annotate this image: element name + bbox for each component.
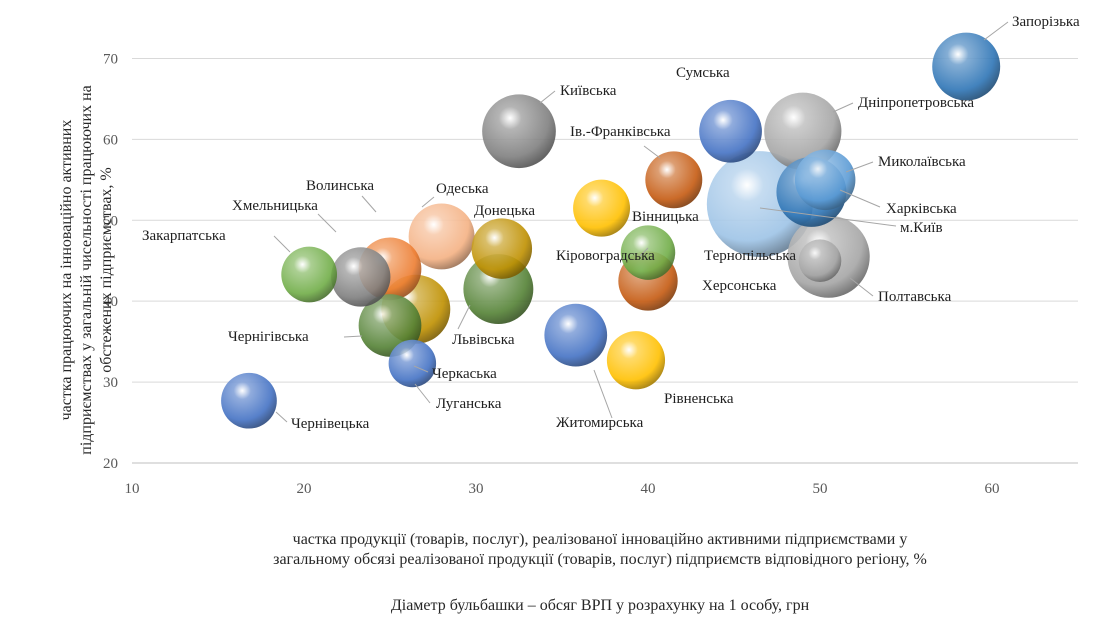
- leader-line: [414, 383, 431, 404]
- leader-line: [593, 369, 613, 419]
- bubble: [932, 32, 1001, 101]
- y-tick-label: 50: [103, 213, 118, 229]
- bubble-size-note: Діаметр бульбашки – обсяг ВРП у розрахун…: [390, 597, 810, 614]
- bubble-labels: Запорізька Київська Сумська Дніпропетровськ…: [142, 14, 1080, 432]
- bubble: [544, 303, 608, 367]
- leader-line: [759, 207, 897, 227]
- x-tick-label: 10: [125, 481, 140, 497]
- bubble-label: Львівська: [452, 332, 515, 348]
- x-axis-title-line-2: загальному обсязі реалізованої продукції…: [273, 551, 927, 568]
- leader-line: [849, 277, 874, 297]
- y-tick-label: 60: [103, 132, 118, 148]
- tick-labels: 20 30 40 50 60 70 10 20 30 40 50 60: [103, 51, 1000, 497]
- bubble: [645, 151, 703, 209]
- bubble-label: Чернігівська: [228, 329, 309, 345]
- bubble-label: Київська: [560, 83, 617, 99]
- x-axis-title-line-1: частка продукції (товарів, послуг), реал…: [292, 531, 908, 548]
- leader-lines: [273, 21, 1009, 423]
- bubble-label: Закарпатська: [142, 228, 226, 244]
- bubble-label: Житомирська: [556, 415, 644, 431]
- leader-line: [832, 102, 854, 113]
- leader-line: [361, 195, 377, 213]
- bubble-label: Луганська: [436, 396, 502, 412]
- gridlines: [132, 57, 1078, 464]
- bubble: [606, 331, 666, 390]
- bubble: [794, 149, 856, 211]
- leader-line: [845, 161, 874, 173]
- bubble-label: Запорізька: [1012, 14, 1080, 30]
- bubble: [471, 218, 533, 279]
- y-tick-label: 40: [103, 294, 118, 310]
- bubble: [699, 99, 762, 163]
- bubble-label: Волинська: [306, 178, 374, 194]
- y-axis-title: частка працюючих на інноваційно активних…: [57, 40, 117, 500]
- bubble-label: Миколаївська: [878, 154, 966, 170]
- leader-line: [343, 335, 363, 338]
- bubble-label: Одеська: [436, 181, 489, 197]
- leader-line: [273, 235, 291, 253]
- bubble-label: Тернопільська: [704, 248, 796, 264]
- bubble-label: Черкаська: [432, 366, 497, 382]
- bubble-label: Рівненська: [664, 391, 734, 407]
- bubble-label: Вінницька: [632, 209, 699, 225]
- leader-line: [839, 189, 881, 208]
- leader-line: [275, 411, 288, 423]
- y-tick-label: 30: [103, 375, 118, 391]
- bubble: [281, 246, 338, 303]
- leader-line: [639, 247, 649, 257]
- bubbles: [221, 32, 1001, 429]
- x-tick-label: 30: [469, 481, 484, 497]
- leader-line: [539, 90, 556, 104]
- x-tick-label: 20: [297, 481, 312, 497]
- bubble-label: Херсонська: [702, 278, 777, 294]
- bubble-label: Харківська: [886, 201, 957, 217]
- bubble-label: Ів.-Франківська: [570, 124, 671, 140]
- bubble-label: Дніпропетровська: [858, 95, 974, 111]
- x-tick-label: 50: [813, 481, 828, 497]
- bubble-label: Сумська: [676, 65, 730, 81]
- y-tick-label: 70: [103, 51, 118, 67]
- bubble: [798, 239, 842, 283]
- leader-line: [413, 365, 429, 373]
- bubble-label: Полтавська: [878, 289, 952, 305]
- y-tick-label: 20: [103, 456, 118, 472]
- bubble-label: Кіровоградська: [556, 248, 655, 264]
- bubble-label: м.Київ: [900, 220, 943, 236]
- x-axis-title: частка продукції (товарів, послуг), реал…: [150, 530, 1050, 570]
- leader-line: [421, 196, 435, 208]
- bubble: [408, 203, 475, 270]
- x-tick-label: 60: [985, 481, 1000, 497]
- bubble-label: Чернівецька: [291, 416, 370, 432]
- leader-line: [317, 213, 337, 233]
- y-axis-title-line-1: частка працюючих на інноваційно активних: [58, 119, 75, 421]
- bubble: [388, 339, 437, 388]
- y-axis-title-line-2: підприємствах у загальній чисельності пр…: [78, 85, 95, 455]
- y-axis-title-line-3: обстежених підприємствах, %: [98, 167, 115, 373]
- x-tick-label: 40: [641, 481, 656, 497]
- leader-line: [457, 304, 471, 330]
- bubble: [331, 247, 391, 307]
- bubble-label: Хмельницька: [232, 198, 318, 214]
- bubble: [620, 225, 676, 280]
- bubble-label: Донецька: [474, 203, 535, 219]
- leader-line: [643, 145, 661, 159]
- bubble: [221, 372, 277, 429]
- bubble: [482, 94, 556, 169]
- bubble: [573, 179, 631, 237]
- leader-line: [983, 21, 1009, 41]
